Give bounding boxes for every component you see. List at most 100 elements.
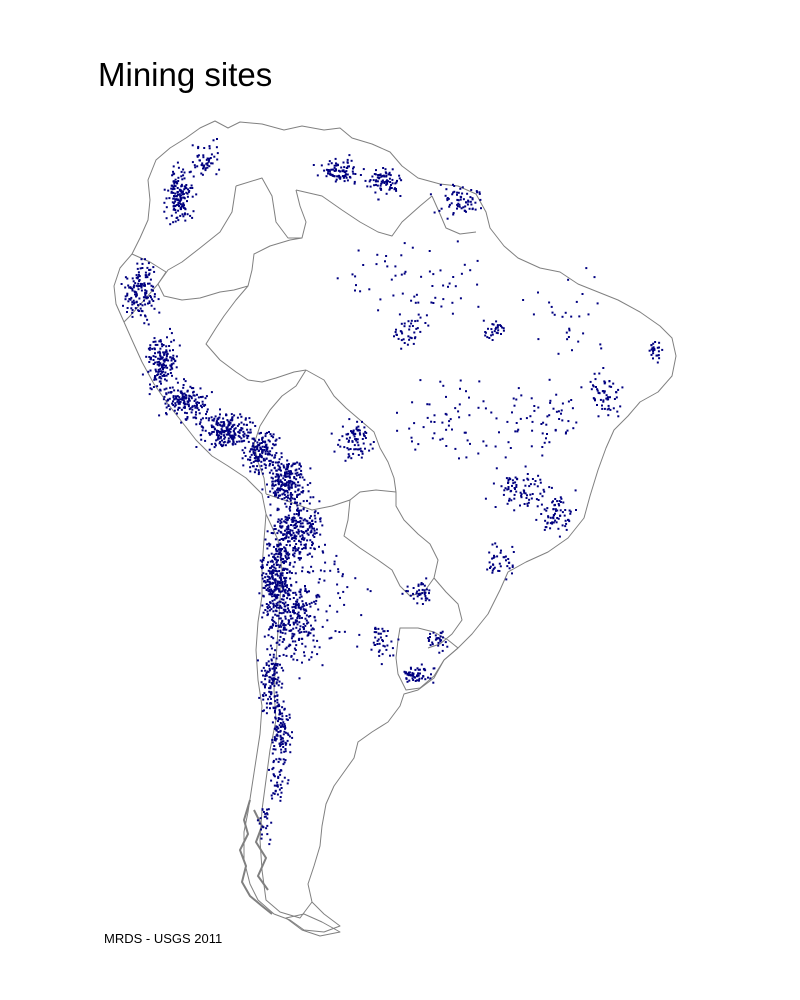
site-marker (279, 738, 282, 741)
site-marker (500, 325, 502, 328)
site-marker (267, 634, 270, 637)
site-marker (347, 440, 350, 443)
site-marker (403, 322, 406, 325)
site-marker (280, 607, 283, 609)
site-marker (283, 761, 286, 764)
site-marker (289, 544, 291, 547)
site-marker (159, 347, 162, 350)
site-marker (288, 716, 291, 719)
site-marker (567, 336, 570, 338)
site-marker (491, 571, 494, 574)
site-marker (253, 471, 256, 474)
site-marker (379, 298, 382, 301)
site-marker (278, 437, 281, 440)
site-marker (493, 566, 496, 569)
site-marker (354, 432, 357, 435)
site-marker (284, 748, 287, 750)
site-marker (291, 529, 294, 532)
site-marker (266, 670, 269, 673)
site-marker (266, 610, 269, 613)
site-marker (287, 607, 289, 610)
site-marker (126, 311, 128, 313)
site-marker (208, 147, 211, 150)
site-marker (282, 700, 285, 703)
site-marker (285, 742, 288, 745)
site-marker (251, 421, 254, 424)
site-marker (310, 524, 313, 527)
site-marker (148, 282, 151, 285)
site-marker (279, 542, 282, 545)
site-marker (231, 442, 234, 445)
site-marker (154, 361, 157, 364)
site-marker (277, 553, 280, 555)
site-marker (419, 379, 422, 382)
site-marker (398, 313, 401, 316)
site-marker (224, 444, 227, 447)
site-marker (200, 418, 203, 421)
site-marker (261, 564, 264, 567)
site-marker (279, 783, 282, 786)
site-marker (507, 481, 510, 484)
site-marker (148, 361, 151, 363)
site-marker (548, 301, 551, 304)
site-marker (362, 442, 365, 445)
site-marker (386, 644, 389, 647)
site-marker (417, 672, 420, 675)
site-marker (249, 470, 252, 473)
site-marker (379, 173, 382, 176)
site-marker (275, 729, 278, 732)
site-marker (406, 343, 409, 346)
site-marker (496, 555, 499, 558)
site-marker (608, 385, 611, 388)
site-marker (312, 634, 315, 637)
site-marker (259, 446, 262, 449)
site-marker (285, 521, 288, 524)
site-marker (425, 314, 428, 317)
site-marker (185, 412, 188, 415)
site-marker (272, 677, 275, 680)
site-marker (306, 499, 308, 502)
site-marker (270, 435, 273, 438)
site-marker (176, 398, 179, 401)
site-marker (282, 483, 285, 486)
site-marker (596, 404, 598, 406)
site-marker (269, 707, 271, 710)
site-marker (274, 443, 277, 446)
site-marker (658, 357, 661, 360)
site-marker (567, 420, 570, 423)
site-marker (286, 528, 289, 531)
site-marker (383, 182, 386, 184)
site-marker (174, 178, 177, 181)
site-marker (602, 399, 605, 402)
site-marker (273, 670, 276, 673)
site-marker (158, 340, 161, 343)
site-marker (269, 838, 272, 841)
site-marker (379, 632, 382, 635)
site-marker (199, 434, 202, 437)
site-marker (549, 516, 552, 519)
site-marker (273, 589, 276, 592)
site-marker (287, 594, 290, 597)
site-marker (162, 398, 165, 401)
site-marker (314, 520, 317, 523)
site-marker (406, 680, 409, 683)
site-marker (386, 265, 389, 268)
site-marker (197, 145, 200, 148)
site-marker (252, 460, 255, 463)
site-marker (341, 169, 344, 172)
site-marker (381, 181, 384, 184)
site-marker (495, 417, 498, 420)
site-marker (274, 587, 277, 590)
site-marker (514, 481, 517, 484)
site-marker (286, 584, 288, 587)
site-marker (311, 651, 314, 654)
site-marker (477, 406, 480, 409)
site-marker (422, 675, 425, 677)
site-marker (130, 296, 133, 299)
site-marker (293, 519, 296, 522)
site-marker (298, 551, 301, 554)
site-marker (599, 343, 602, 346)
site-marker (399, 330, 402, 333)
site-marker (136, 285, 139, 288)
site-marker (170, 191, 173, 194)
